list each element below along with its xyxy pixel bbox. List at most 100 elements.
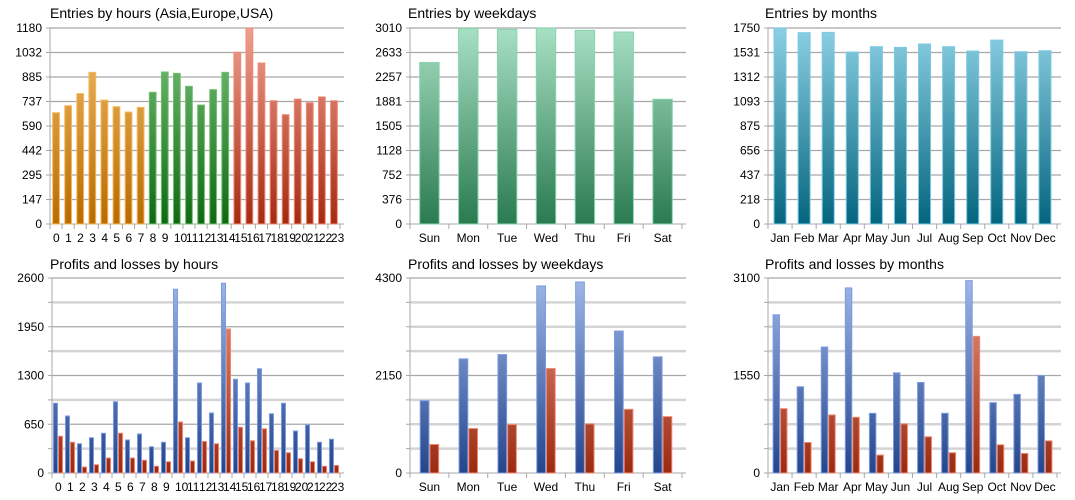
bar-losses-14: [226, 328, 232, 474]
x-tick-label: Apr: [843, 480, 862, 494]
x-tick-label: 22: [319, 480, 333, 494]
y-tick-label: 1750: [733, 21, 760, 35]
x-tick-label: 21: [307, 231, 321, 245]
x-tick-label: 1: [67, 480, 74, 494]
bar-profits-2: [76, 443, 82, 474]
x-tick-label: 14: [222, 231, 236, 245]
bar-sat: [652, 98, 673, 225]
x-tick-label: Dec: [1034, 231, 1055, 245]
bar-profits-sep: [965, 280, 973, 474]
y-tick-label: 2633: [375, 46, 402, 60]
bar-losses-10: [178, 421, 184, 474]
x-tick-label: 12: [198, 231, 212, 245]
x-tick-label: Oct: [987, 480, 1006, 494]
bar-losses-4: [106, 457, 112, 474]
x-tick-label: 3: [91, 480, 98, 494]
bar-losses-5: [118, 432, 124, 474]
y-tick-label: 3010: [375, 21, 402, 35]
bar-profits-17: [256, 368, 262, 474]
bar-jan: [773, 27, 787, 225]
bar-profits-0: [52, 402, 58, 474]
y-tick-label: 2257: [375, 70, 402, 84]
y-tick-label: 0: [35, 217, 42, 231]
x-tick-label: 19: [283, 231, 297, 245]
bar-sun: [419, 61, 440, 225]
x-tick-label: Tue: [497, 480, 518, 494]
x-tick-label: 22: [319, 231, 333, 245]
chart-profits-losses-by-months: Profits and losses by months 0 1550 3100 Ja…: [715, 250, 1075, 500]
x-tick-label: Mon: [457, 231, 480, 245]
bar-profits-may: [868, 412, 877, 474]
bar-8: [148, 91, 157, 225]
bar-losses-9: [166, 461, 172, 474]
bar-0: [52, 112, 60, 225]
y-tick-label: 1128: [376, 144, 402, 158]
x-tick-label: 13: [210, 231, 224, 245]
x-tick-label: Jan: [770, 480, 789, 494]
x-tick-label: Wed: [534, 480, 558, 494]
bar-feb: [797, 32, 811, 225]
bar-15: [233, 51, 242, 225]
x-tick-label: 16: [246, 231, 260, 245]
bar-nov: [1014, 51, 1028, 225]
x-tick-label: Feb: [794, 231, 815, 245]
chart-svg: 0 218 437 656 875 1093 1312 1531 1750 Jan Feb Mar Ap…: [733, 21, 1061, 245]
bar-losses-wed: [546, 368, 556, 474]
bar-losses-dec: [1044, 440, 1053, 474]
bar-losses-21: [310, 461, 316, 474]
y-tick-label: 1300: [17, 369, 44, 383]
x-tick-label: Jan: [770, 231, 789, 245]
bar-losses-aug: [948, 452, 957, 474]
bar-losses-8: [154, 465, 160, 474]
x-tick-label: 17: [259, 480, 273, 494]
bar-sep: [966, 50, 980, 225]
chart-svg: 0 376 752 1128 1505 1881 2257 2633 3010 Sun Mon Tue…: [375, 21, 686, 245]
bar-21: [305, 102, 314, 225]
bar-profits-16: [244, 382, 251, 474]
y-tick-label: 590: [22, 119, 42, 133]
x-tick-label: Aug: [938, 480, 959, 494]
bar-losses-nov: [1020, 452, 1029, 474]
y-tick-label: 3100: [733, 271, 760, 285]
y-tick-label: 875: [740, 119, 760, 133]
bar-losses-23: [334, 465, 340, 474]
bar-profits-mar: [820, 346, 829, 474]
y-tick-label: 2150: [375, 369, 402, 383]
chart-entries-by-months: Entries by months 0 218 437 656 875 1093 1312 1…: [715, 0, 1075, 250]
bar-profits-12: [196, 382, 203, 474]
y-tick-label: 1032: [15, 46, 42, 60]
y-tick-label: 0: [395, 466, 402, 480]
bar-17: [257, 62, 266, 225]
bar-profits-thu: [575, 281, 585, 474]
bar-losses-sun: [429, 443, 440, 474]
bar-losses-19: [286, 452, 292, 474]
y-tick-label: 0: [753, 217, 760, 231]
bar-profits-11: [184, 437, 191, 474]
bar-losses-thu: [584, 423, 595, 474]
x-tick-label: 10: [175, 480, 189, 494]
chart-title: Entries by hours (Asia,Europe,USA): [50, 5, 274, 21]
y-tick-label: 376: [382, 193, 402, 207]
bar-5: [112, 106, 121, 225]
bar-10: [172, 72, 181, 225]
x-tick-label: 16: [247, 480, 261, 494]
x-tick-label: 5: [113, 231, 120, 245]
y-tick-label: 147: [22, 193, 42, 207]
bar-losses-feb: [804, 441, 812, 474]
bar-losses-sep: [972, 335, 981, 474]
bar-profits-1: [64, 415, 70, 474]
x-tick-label: Sun: [419, 480, 440, 494]
y-tick-label: 737: [22, 95, 42, 109]
x-tick-label: 2: [77, 231, 84, 245]
x-tick-label: 0: [53, 231, 60, 245]
bar-losses-16: [250, 440, 256, 474]
x-tick-label: 4: [103, 480, 110, 494]
x-tick-label: 6: [126, 231, 133, 245]
bar-7: [136, 106, 145, 225]
y-tick-label: 4300: [375, 271, 402, 285]
x-tick-label: May: [865, 231, 888, 245]
y-tick-label: 295: [22, 168, 42, 182]
x-tick-label: 9: [162, 231, 169, 245]
y-tick-label: 2600: [17, 271, 44, 285]
